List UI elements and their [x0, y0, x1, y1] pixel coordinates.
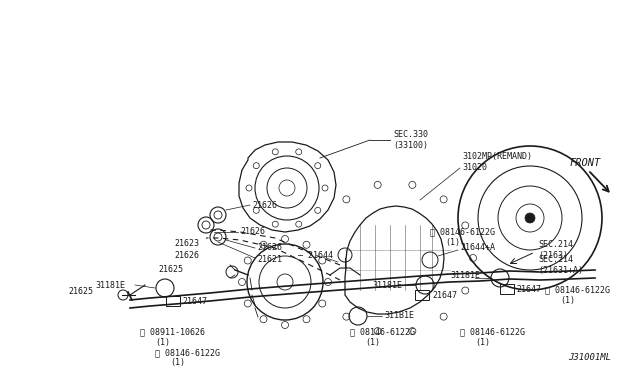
Text: 21626: 21626: [257, 244, 282, 253]
Text: 311B1E: 311B1E: [384, 311, 414, 321]
Text: (1): (1): [155, 337, 170, 346]
Text: 21625: 21625: [68, 286, 93, 295]
Bar: [500, 284, 514, 294]
Text: 21623: 21623: [174, 240, 199, 248]
Text: Ⓑ 08146-6122G: Ⓑ 08146-6122G: [460, 327, 525, 337]
Text: 21626: 21626: [174, 251, 199, 260]
Text: Ⓑ 08146-6122G: Ⓑ 08146-6122G: [155, 349, 220, 357]
Text: SEC.214
(2163): SEC.214 (2163): [538, 240, 573, 260]
Text: Ⓝ 08911-10626: Ⓝ 08911-10626: [140, 327, 205, 337]
Text: 21621: 21621: [257, 256, 282, 264]
Text: 21647: 21647: [432, 292, 457, 301]
Text: (1): (1): [445, 237, 460, 247]
Text: (1): (1): [560, 295, 575, 305]
Text: 31181E: 31181E: [450, 270, 480, 279]
Text: FRONT: FRONT: [570, 158, 601, 168]
Bar: [415, 290, 429, 300]
Text: (1): (1): [170, 357, 185, 366]
Text: (1): (1): [475, 337, 490, 346]
Text: Ⓑ 08146-6122G: Ⓑ 08146-6122G: [545, 285, 610, 295]
Text: J31001ML: J31001ML: [568, 353, 611, 362]
Text: Ⓑ 08146-6122G: Ⓑ 08146-6122G: [430, 228, 495, 237]
Text: SEC.214
(21631+A): SEC.214 (21631+A): [538, 255, 583, 275]
Text: (1): (1): [365, 337, 380, 346]
Text: 31181E: 31181E: [372, 280, 402, 289]
Text: Ⓑ 08146-6122G: Ⓑ 08146-6122G: [350, 327, 415, 337]
Text: — 21644: — 21644: [298, 251, 333, 260]
Text: 21626: 21626: [240, 228, 265, 237]
Text: 21625: 21625: [158, 266, 183, 275]
Text: 3102MP(REMAND)
31020: 3102MP(REMAND) 31020: [462, 152, 532, 172]
Text: 31181E: 31181E: [95, 280, 125, 289]
Text: 21647: 21647: [516, 285, 541, 295]
Text: SEC.330
(33100): SEC.330 (33100): [393, 130, 428, 150]
Text: 21626: 21626: [252, 201, 277, 209]
Bar: [166, 296, 180, 306]
Circle shape: [525, 213, 535, 223]
Text: 21647: 21647: [182, 298, 207, 307]
Text: 21644+A: 21644+A: [460, 244, 495, 253]
